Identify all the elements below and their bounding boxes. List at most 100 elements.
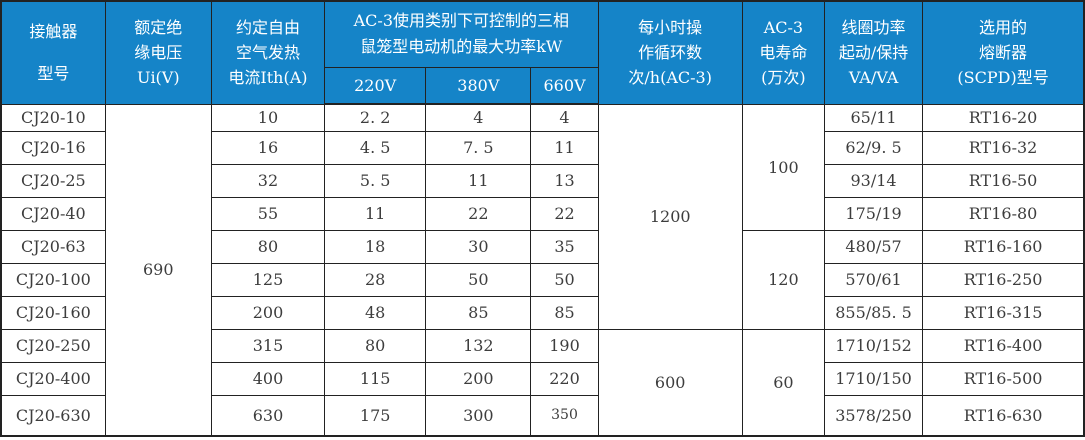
header-line: 熔断器 xyxy=(979,43,1028,63)
header-line: 线圈功率 xyxy=(841,18,906,38)
cell-p660: 35 xyxy=(530,229,599,264)
cell-ith: 55 xyxy=(210,196,326,231)
cell-p660: 4 xyxy=(530,103,599,132)
cell-ith: 125 xyxy=(210,262,326,297)
header-coil-power: 线圈功率 起动/保持 VA/VA xyxy=(823,0,924,105)
cell-coil: 480/57 xyxy=(823,229,924,264)
cell-ith: 315 xyxy=(210,328,326,363)
cell-model: CJ20-63 xyxy=(0,229,106,264)
cell-p220: 5. 5 xyxy=(324,163,427,198)
cell-model: CJ20-400 xyxy=(0,361,106,396)
cell-fuse: RT16-630 xyxy=(922,394,1085,437)
header-voltage-220v: 220V xyxy=(324,66,427,105)
cell-model: CJ20-10 xyxy=(0,103,106,132)
cell-p220: 48 xyxy=(324,295,427,330)
cell-p220: 175 xyxy=(324,394,427,437)
header-contactor-model: 接触器 型号 xyxy=(0,0,106,105)
header-row-sub: 220V 380V 660V xyxy=(1,66,1084,105)
header-line: 额定绝 xyxy=(134,18,183,38)
cell-p660: 190 xyxy=(530,328,599,363)
header-line: 每小时操 xyxy=(638,18,703,38)
cell-fuse: RT16-32 xyxy=(922,130,1085,165)
cell-model: CJ20-16 xyxy=(0,130,106,165)
cell-coil: 65/11 xyxy=(823,103,924,132)
table-row: CJ20-630 630 175 300 350 3578/250 RT16-6… xyxy=(0,394,1085,437)
cell-p220: 4. 5 xyxy=(324,130,427,165)
cell-cycles-merged: 600 xyxy=(597,328,743,437)
table-row: CJ20-250 315 80 132 190 600 60 1710/152 … xyxy=(0,328,1085,437)
header-line: 缘电压 xyxy=(134,43,183,63)
cell-model: CJ20-630 xyxy=(0,394,106,437)
header-line: 鼠笼型电动机的最大功率kW xyxy=(360,37,563,57)
cell-coil: 3578/250 xyxy=(823,394,924,437)
cell-ith: 32 xyxy=(210,163,326,198)
cell-coil: 855/85. 5 xyxy=(823,295,924,330)
header-thermal-current: 约定自由 空气发热 电流Ith(A) xyxy=(210,0,326,105)
header-voltage-660v: 660V xyxy=(530,66,599,105)
header-line: 起动/保持 xyxy=(838,43,909,63)
cell-p660: 13 xyxy=(530,163,599,198)
cell-ith: 10 xyxy=(210,103,326,132)
header-row-top: 接触器 型号 额定绝 缘电压 Ui(V) 约定自由 空气发热 电流Ith(A) … xyxy=(0,0,1085,105)
header-line: (万次) xyxy=(761,68,806,88)
header-operating-cycles: 每小时操 作循环数 次/h(AC-3) xyxy=(597,0,743,105)
cell-p220: 80 xyxy=(324,328,427,363)
cell-life-merged: 60 xyxy=(741,328,825,437)
header-rated-insulation-voltage: 额定绝 缘电压 Ui(V) xyxy=(104,0,212,105)
cell-p380: 132 xyxy=(425,328,532,363)
header-line: AC-3使用类别下可控制的三相 xyxy=(353,11,570,31)
cell-p380: 300 xyxy=(425,394,532,437)
cell-fuse: RT16-250 xyxy=(922,262,1085,297)
header-line: Ui(V) xyxy=(136,68,180,88)
cell-life-merged: 120 xyxy=(741,229,825,330)
cell-coil: 1710/152 xyxy=(823,328,924,363)
cell-p660: 85 xyxy=(530,295,599,330)
cell-life-merged: 100 xyxy=(741,103,825,231)
table-row: CJ20-100 125 28 50 50 570/61 RT16-250 xyxy=(0,262,1085,297)
table-row: CJ20-400 400 115 200 220 1710/150 RT16-5… xyxy=(0,361,1085,396)
header-line: AC-3 xyxy=(763,18,804,38)
cell-model: CJ20-25 xyxy=(0,163,106,198)
cell-p220: 115 xyxy=(324,361,427,396)
cell-coil: 93/14 xyxy=(823,163,924,198)
cell-p220: 28 xyxy=(324,262,427,297)
table-row: CJ20-40 55 11 22 22 175/19 RT16-80 xyxy=(0,196,1085,231)
cell-model: CJ20-100 xyxy=(0,262,106,297)
cell-p220: 2. 2 xyxy=(324,103,427,132)
cell-ith: 400 xyxy=(210,361,326,396)
header-electrical-life: AC-3 电寿命 (万次) xyxy=(741,0,825,105)
cell-fuse: RT16-400 xyxy=(922,328,1085,363)
header-line: 选用的 xyxy=(979,18,1028,38)
cell-ith: 16 xyxy=(210,130,326,165)
cell-p380: 50 xyxy=(425,262,532,297)
cell-fuse: RT16-50 xyxy=(922,163,1085,198)
header-line: 次/h(AC-3) xyxy=(628,68,712,88)
cell-p380: 4 xyxy=(425,103,532,132)
cell-model: CJ20-160 xyxy=(0,295,106,330)
cell-model: CJ20-40 xyxy=(0,196,106,231)
cell-fuse: RT16-20 xyxy=(922,103,1085,132)
header-voltage-380v: 380V xyxy=(425,66,532,105)
cell-ith: 200 xyxy=(210,295,326,330)
table-body: CJ20-10 690 10 2. 2 4 4 1200 100 65/11 R… xyxy=(0,103,1085,437)
header-line: 作循环数 xyxy=(638,43,703,63)
cell-coil: 570/61 xyxy=(823,262,924,297)
cell-p380: 30 xyxy=(425,229,532,264)
cell-cycles-merged: 1200 xyxy=(597,103,743,330)
cell-p220: 18 xyxy=(324,229,427,264)
cell-model: CJ20-250 xyxy=(0,328,106,363)
cell-p380: 85 xyxy=(425,295,532,330)
table-row: CJ20-25 32 5. 5 11 13 93/14 RT16-50 xyxy=(0,163,1085,198)
cell-p380: 7. 5 xyxy=(425,130,532,165)
cell-p380: 11 xyxy=(425,163,532,198)
header-line: 约定自由 xyxy=(235,18,300,38)
cell-p380: 200 xyxy=(425,361,532,396)
cell-ui-merged: 690 xyxy=(104,103,212,437)
header-line: VA/VA xyxy=(848,68,899,88)
cell-coil: 62/9. 5 xyxy=(823,130,924,165)
cell-coil: 175/19 xyxy=(823,196,924,231)
cell-ith: 630 xyxy=(210,394,326,437)
header-line: 型号 xyxy=(37,63,70,83)
table-row: CJ20-10 690 10 2. 2 4 4 1200 100 65/11 R… xyxy=(0,103,1085,437)
